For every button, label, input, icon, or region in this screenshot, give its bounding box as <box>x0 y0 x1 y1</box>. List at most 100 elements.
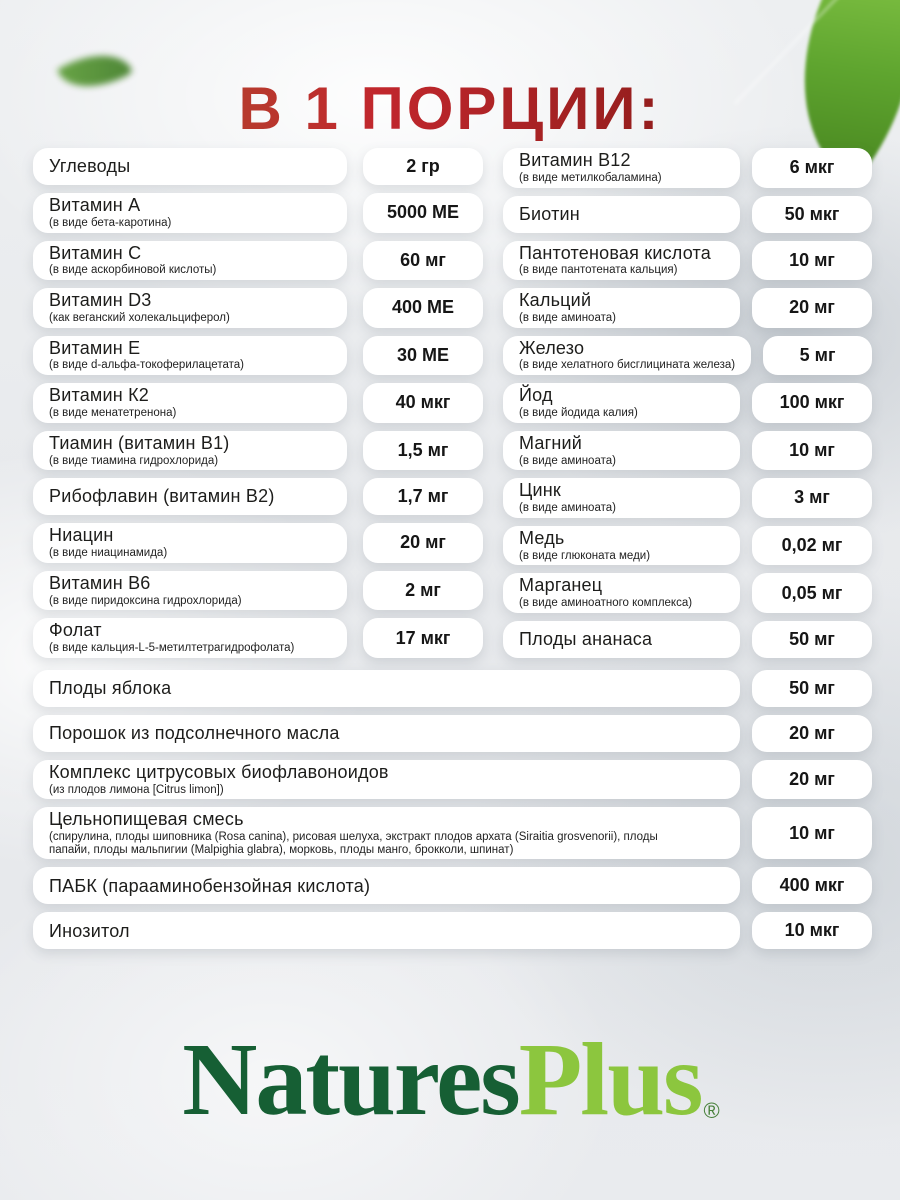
nutrient-form: (в виде d-альфа-токоферилацетата) <box>49 359 244 372</box>
nutrient-form: (в виде кальция-L-5-метилтетрагидрофолат… <box>49 642 295 655</box>
table-row: Цинк (в виде аминоата) 3 мг <box>503 478 872 518</box>
nutrient-title: Витамин D3 <box>49 290 152 311</box>
nutrient-name-cell: Рибофлавин (витамин В2) <box>33 478 347 516</box>
table-row: Углеводы 2 гр <box>33 148 483 185</box>
nutrient-name-cell: Магний (в виде аминоата) <box>503 430 740 471</box>
nutrient-name-cell: Ниацин (в виде ниацинамида) <box>33 523 347 563</box>
table-row: Железо (в виде хелатного бисглицината жел… <box>503 335 872 376</box>
nutrient-value-cell: 5 мг <box>763 335 872 376</box>
nutrient-title: Железо <box>519 337 585 358</box>
nutrient-name-cell: Цинк (в виде аминоата) <box>503 478 740 518</box>
table-columns: Углеводы 2 гр Витамин А (в виде бета-каро… <box>33 148 872 658</box>
table-row: Комплекс цитрусовых биофлавоноидов (из пл… <box>33 759 872 800</box>
nutrient-value-cell: 40 мкг <box>363 383 483 423</box>
nutrient-form: (в виде йодида калия) <box>519 407 638 420</box>
table-full-width-rows: Плоды яблока 50 мг Порошок из подсолнечн… <box>33 669 872 950</box>
nutrient-name-cell: Углеводы <box>33 148 347 185</box>
nutrient-form: (в виде пиридоксина гидрохлорида) <box>49 594 242 607</box>
nutrient-name-cell: ПАБК (парааминобензойная кислота) <box>33 867 740 905</box>
nutrient-name-cell: Железо (в виде хелатного бисглицината жел… <box>503 335 752 376</box>
nutrient-form: (в виде хелатного бисглицината железа) <box>519 359 736 372</box>
nutrient-title: Марганец <box>519 575 603 596</box>
table-row: Витамин В12 (в виде метилкобаламина) 6 мк… <box>503 148 872 188</box>
nutrient-title: Биотин <box>519 203 580 224</box>
nutrient-form: (в виде бета-каротина) <box>49 216 172 229</box>
nutrient-form: (в виде пантотената кальция) <box>519 264 678 277</box>
nutrient-value-cell: 50 мг <box>752 669 872 707</box>
page-title: В 1 ПОРЦИИ: <box>0 74 900 143</box>
nutrient-name-cell: Витамин А (в виде бета-каротина) <box>33 193 347 233</box>
nutrient-form: (в виде аминоата) <box>519 454 616 467</box>
table-row: Витамин D3 (как веганский холекальциферол… <box>33 288 483 328</box>
table-row: Цельнопищевая смесь (спирулина, плоды шип… <box>33 807 872 860</box>
nutrient-form: (в виде аскорбиновой кислоты) <box>49 264 217 277</box>
nutrient-title: Витамин Е <box>49 337 141 358</box>
nutrient-value-cell: 30 МЕ <box>363 335 483 376</box>
nutrient-value-cell: 20 мг <box>752 288 872 328</box>
table-row: Пантотеновая кислота (в виде пантотената … <box>503 240 872 281</box>
nutrient-value-cell: 60 мг <box>363 240 483 281</box>
table-row: ПАБК (парааминобензойная кислота) 400 мк… <box>33 867 872 905</box>
table-row: Ниацин (в виде ниацинамида) 20 мг <box>33 523 483 563</box>
nutrient-form: (в виде аминоата) <box>519 502 616 515</box>
nutrient-value-cell: 400 мкг <box>752 867 872 905</box>
table-column-right: Витамин В12 (в виде метилкобаламина) 6 мк… <box>503 148 872 658</box>
nutrient-title: Витамин В12 <box>519 150 631 170</box>
nutrient-name-cell: Витамин К2 (в виде менатетренона) <box>33 383 347 423</box>
nutrient-name-cell: Витамин Е (в виде d-альфа-токоферилацетат… <box>33 335 347 376</box>
nutrient-value-cell: 20 мг <box>752 714 872 752</box>
nutrient-name-cell: Кальций (в виде аминоата) <box>503 288 740 328</box>
nutrient-name-cell: Медь (в виде глюконата меди) <box>503 525 740 566</box>
nutrient-value-cell: 400 МЕ <box>363 288 483 328</box>
nutrient-form: (в виде менатетренона) <box>49 407 177 420</box>
table-row: Кальций (в виде аминоата) 20 мг <box>503 288 872 328</box>
table-row: Порошок из подсолнечного масла 20 мг <box>33 714 872 752</box>
nutrient-name-cell: Плоды ананаса <box>503 620 740 658</box>
nutrient-title: ПАБК (парааминобензойная кислота) <box>49 875 371 896</box>
table-row: Магний (в виде аминоата) 10 мг <box>503 430 872 471</box>
table-row: Медь (в виде глюконата меди) 0,02 мг <box>503 525 872 566</box>
table-row: Витамин Е (в виде d-альфа-токоферилацетат… <box>33 335 483 376</box>
nutrient-value-cell: 1,5 мг <box>363 430 483 471</box>
table-row: Плоды яблока 50 мг <box>33 669 872 707</box>
nutrient-title: Углеводы <box>49 156 131 177</box>
nutrient-form: (в виде аминоатного комплекса) <box>519 597 693 610</box>
nutrient-value-cell: 3 мг <box>752 478 872 518</box>
table-row: Витамин К2 (в виде менатетренона) 40 мкг <box>33 383 483 423</box>
nutrient-value-cell: 2 мг <box>363 570 483 611</box>
nutrient-title: Пантотеновая кислота <box>519 242 711 263</box>
nutrient-title: Порошок из подсолнечного масла <box>49 722 340 743</box>
nutrient-value-cell: 0,05 мг <box>752 573 872 613</box>
nutrient-title: Витамин А <box>49 195 141 215</box>
nutrient-title: Цельнопищевая смесь <box>49 809 244 830</box>
nutrient-value-cell: 2 гр <box>363 148 483 185</box>
nutrient-form: (как веганский холекальциферол) <box>49 311 230 324</box>
nutrient-title: Фолат <box>49 620 102 641</box>
nutrient-value-cell: 20 мг <box>752 759 872 800</box>
nutrient-form: (в виде аминоата) <box>519 311 616 324</box>
logo-part-natures: Natures <box>182 1022 520 1137</box>
nutrient-name-cell: Пантотеновая кислота (в виде пантотената … <box>503 240 740 281</box>
table-row: Йод (в виде йодида калия) 100 мкг <box>503 383 872 423</box>
nutrient-title: Инозитол <box>49 920 130 941</box>
nutrient-title: Витамин К2 <box>49 385 149 406</box>
registered-trademark-icon: ® <box>703 1098 720 1123</box>
nutrient-title: Ниацин <box>49 525 114 546</box>
nutrient-value-cell: 100 мкг <box>752 383 872 423</box>
nutrient-value-cell: 10 мг <box>752 807 872 860</box>
nutrient-value-cell: 50 мг <box>752 620 872 658</box>
logo-part-plus: Plus <box>518 1022 704 1137</box>
nutrient-name-cell: Витамин С (в виде аскорбиновой кислоты) <box>33 240 347 281</box>
nutrient-name-cell: Марганец (в виде аминоатного комплекса) <box>503 573 740 613</box>
table-row: Инозитол 10 мкг <box>33 912 872 950</box>
nutrient-form: (в виде ниацинамида) <box>49 547 168 560</box>
nutrient-value-cell: 17 мкг <box>363 618 483 658</box>
nutrient-value-cell: 6 мкг <box>752 148 872 188</box>
nutrient-title: Цинк <box>519 480 561 501</box>
nutrient-title: Тиамин (витамин В1) <box>49 432 230 453</box>
nutrition-table: Углеводы 2 гр Витамин А (в виде бета-каро… <box>33 148 872 950</box>
table-column-left: Углеводы 2 гр Витамин А (в виде бета-каро… <box>33 148 483 658</box>
nutrient-name-cell: Комплекс цитрусовых биофлавоноидов (из пл… <box>33 759 740 800</box>
table-row: Рибофлавин (витамин В2) 1,7 мг <box>33 478 483 516</box>
nutrient-title: Рибофлавин (витамин В2) <box>49 486 275 507</box>
